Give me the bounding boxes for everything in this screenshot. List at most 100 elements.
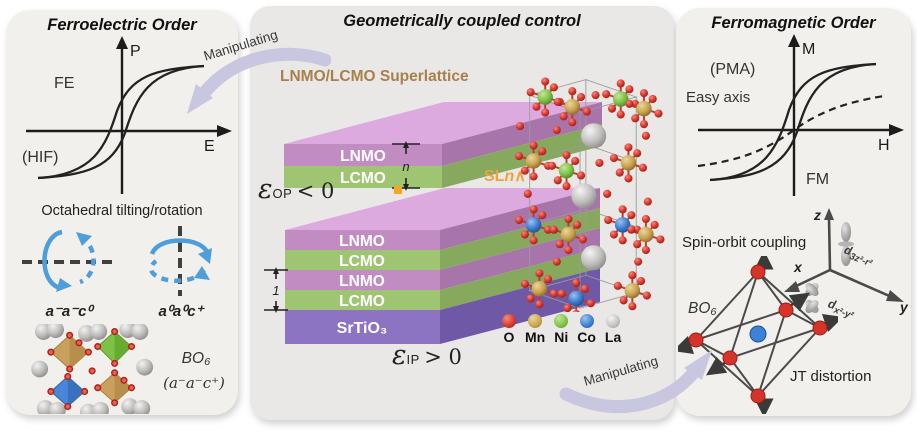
pe-hysteresis-plot: P E FE (HIF) (22, 36, 232, 194)
control-title: Geometrically coupled control (343, 12, 581, 30)
fm-label: FM (806, 171, 829, 188)
rotation-arrowhead (198, 248, 212, 264)
rotation-arc-solid (149, 238, 211, 256)
ip-relation: > 0 (424, 345, 462, 369)
manipulating-arrow-right (559, 350, 712, 414)
z-axis-label: z (813, 207, 821, 223)
arrow-ribbon (559, 365, 701, 414)
p-axis-arrowhead (116, 36, 128, 49)
e-axis-arrowhead (217, 125, 232, 137)
legend-item-ni: Ni (554, 314, 569, 345)
mn-atom-icon (528, 314, 543, 328)
layer-label-4: LCMO (339, 293, 385, 310)
rotation-arc-dashed (148, 259, 206, 283)
stack-top-face (284, 102, 602, 144)
tilt-icon-horizontal-axis (22, 229, 114, 292)
la-sphere-row-bottom (36, 398, 151, 414)
ip-subscript: IP (406, 352, 420, 367)
substrate-label: SrTiO₃ (337, 320, 388, 337)
hysteresis-branch-down (709, 62, 877, 182)
rotation-arrowhead-2 (194, 266, 210, 280)
op-subscript: OP (272, 186, 293, 201)
tilt-label-1: a⁻a⁻c⁰ (45, 303, 93, 320)
easy-axis-label: Easy axis (686, 89, 750, 106)
atom-legend: O Mn Ni Co La (502, 314, 621, 345)
legend-label: Ni (554, 329, 569, 345)
sl-n-label: SLn∧ (484, 166, 526, 186)
lcmo-front (284, 166, 442, 188)
x-arrowhead (784, 281, 800, 292)
legend-item-co: Co (577, 314, 596, 345)
bo6-tilt-label: (a⁻a⁻c⁺) (163, 374, 225, 392)
jt-distortion-text: JT distortion (790, 368, 872, 385)
y-axis-label: y (899, 299, 909, 315)
arrow-ribbon (198, 47, 331, 99)
lnmo-front-2 (285, 270, 440, 290)
sl-prefix: SL (484, 168, 505, 185)
hysteresis-branch-down (37, 64, 205, 180)
rotation-arrowhead-2 (76, 232, 92, 246)
b-site-atom (749, 325, 767, 343)
stack-top-face (285, 188, 600, 230)
e-axis-label: E (204, 138, 215, 155)
srtio3-side (440, 268, 600, 344)
ferroelectric-title: Ferroelectric Order (47, 16, 197, 34)
la-atom-icon (606, 314, 621, 328)
superlattice-heading: LNMO/LCMO Superlattice (280, 68, 469, 85)
m-axis-arrowhead (788, 34, 800, 47)
arrowhead (187, 84, 213, 114)
legend-item-o: O (502, 314, 516, 345)
lcmo-front-2 (285, 290, 440, 310)
sl-n: n (504, 168, 515, 185)
rotation-arrowhead (56, 278, 72, 292)
bo6-label: BO₆ (688, 300, 717, 317)
jt-octahedron (678, 256, 838, 414)
lcmo-front-1 (285, 250, 440, 270)
rotation-arc-solid (42, 229, 63, 291)
x-axis-label: x (793, 259, 803, 275)
srtio3-front (285, 310, 440, 344)
spin-orbit-coupling-text: Spin-orbit coupling (682, 234, 807, 251)
fe-label: FE (54, 75, 74, 92)
oxygen-vertices (688, 264, 828, 404)
h-axis-label: H (878, 137, 890, 154)
n-marker-arrow-down (403, 184, 409, 191)
z-arrowhead (824, 208, 834, 220)
one-marker-arrow-down (273, 306, 279, 313)
y-arrowhead (886, 290, 904, 302)
pma-label: (PMA) (710, 61, 755, 78)
legend-label: O (503, 329, 515, 345)
crystal-structure (498, 68, 666, 312)
m-axis-label: M (802, 41, 815, 58)
bo6-label: BO₆ (181, 350, 211, 367)
arrowhead (684, 350, 712, 380)
co-atom-icon (579, 314, 594, 328)
axes-lines (791, 217, 895, 300)
epsilon-symbol: ε (392, 340, 407, 371)
hysteresis-branch-up (709, 62, 877, 182)
la-spheres (571, 123, 607, 271)
d3z2-orbital (838, 222, 854, 266)
octahedral-tilting-text: Octahedral tilting/rotation (41, 203, 203, 219)
octahedra (50, 330, 133, 408)
oxygen-atoms (47, 327, 136, 411)
one-marker-arrow-up (273, 267, 279, 274)
tilt-label-2: a⁰a⁰c⁺ (158, 303, 204, 320)
hif-label: (HIF) (22, 149, 58, 166)
lcmo-layer-label: LCMO (340, 170, 386, 187)
bridging-oxygen (515, 91, 652, 266)
strain-ip-label: εIP > 0 (392, 340, 462, 371)
la-sphere-row-top (34, 324, 149, 342)
op-relation: < 0 (296, 179, 335, 203)
tilt-icon-vertical-axis (148, 226, 212, 296)
strain-op-label: εOP < 0 (258, 174, 334, 205)
legend-label: La (604, 329, 622, 345)
legend-label: Mn (525, 329, 546, 345)
perovskite-structure (31, 324, 154, 414)
layer-label-3: LNMO (339, 273, 385, 290)
lnmo-front (284, 144, 442, 166)
layer-label-2: LCMO (339, 253, 385, 270)
h-axis-arrowhead (889, 124, 904, 136)
epsilon-symbol: ε (258, 174, 273, 205)
